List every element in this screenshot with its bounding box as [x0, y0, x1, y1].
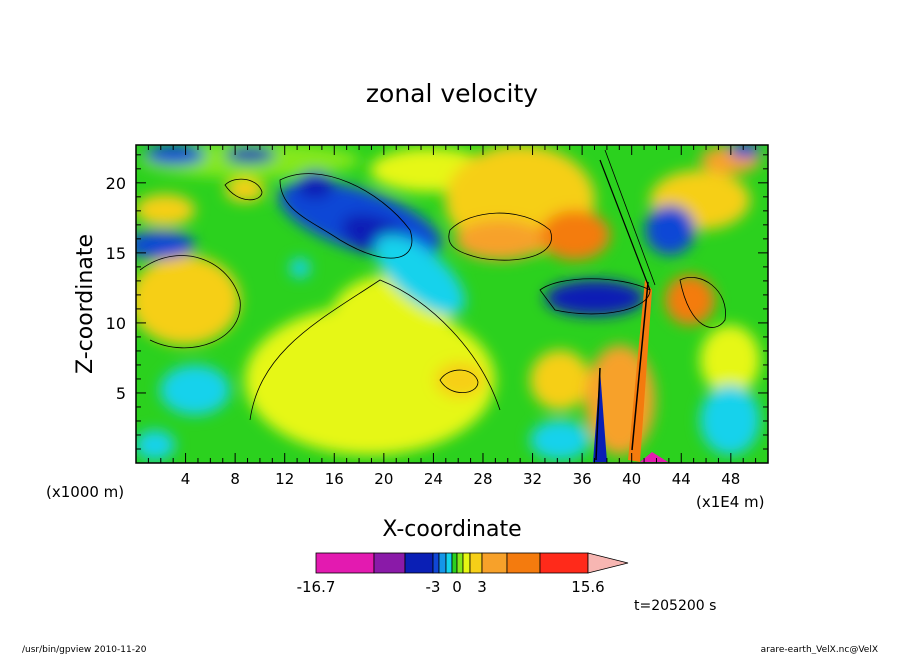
- y-tick-label: 10: [106, 314, 126, 333]
- y-tick-label: 5: [116, 384, 126, 403]
- footer-left: /usr/bin/gpview 2010-11-20: [22, 645, 147, 654]
- field-blob: [136, 430, 175, 460]
- colorbar-segment: [438, 552, 447, 574]
- contour-line: [139, 255, 241, 349]
- field-blob: [730, 145, 760, 158]
- colorbar-tick-label: 3: [477, 578, 487, 596]
- colorbar-segment: [451, 552, 458, 574]
- field-streak: [604, 149, 656, 286]
- x-scale-label-right: (x1E4 m): [696, 493, 765, 511]
- x-tick-label: 20: [374, 470, 393, 488]
- field-blob: [530, 420, 590, 460]
- colorbar-segment: [404, 552, 434, 574]
- field-blob: [545, 280, 645, 316]
- field-blob: [136, 255, 240, 345]
- x-tick-label: 16: [325, 470, 344, 488]
- colorbar-segment: [373, 552, 406, 574]
- x-axis: 4 8 12 16 20 24 28 32 36 40 44 48: [147, 145, 757, 488]
- y-axis: 5 10 15 20: [106, 154, 768, 450]
- field-blob: [136, 194, 195, 226]
- field-streak: [595, 367, 601, 461]
- field-blob: [700, 385, 760, 455]
- contour-line: [439, 369, 479, 394]
- x-tick-label: 28: [473, 470, 492, 488]
- contour-line: [249, 279, 501, 421]
- field-blob: [374, 234, 466, 316]
- plot-frame: [135, 144, 769, 464]
- x-tick-label: 24: [424, 470, 443, 488]
- contour-line: [448, 212, 552, 261]
- contour-line: [224, 178, 263, 201]
- field-streak: [631, 281, 649, 451]
- colorbar-segment: [481, 552, 508, 574]
- colorbar-tick-label: 0: [452, 578, 462, 596]
- x-tick-label: 40: [622, 470, 641, 488]
- time-annotation: t=205200 s: [634, 598, 716, 614]
- contour-line: [279, 173, 413, 259]
- x-tick-label: 36: [573, 470, 592, 488]
- colorbar-segment: [539, 552, 589, 574]
- field-blob: [225, 147, 275, 163]
- colorbar-segment: [456, 552, 464, 574]
- field-streak: [599, 159, 651, 291]
- footer-right: arare-earth_VelX.nc@VelX: [761, 645, 878, 654]
- contour-line: [679, 277, 726, 328]
- colorbar-tick-label: -3: [426, 578, 441, 596]
- x-tick-label: 4: [181, 470, 191, 488]
- field-blob: [645, 205, 695, 255]
- contour-line: [539, 278, 651, 315]
- field-blob: [540, 210, 610, 260]
- y-axis-label: Z-coordinate: [73, 234, 98, 374]
- x-scale-label: (x1000 m): [46, 483, 124, 501]
- x-tick-label: 48: [721, 470, 740, 488]
- field-blob: [225, 178, 265, 202]
- colorbar-arrow: [587, 552, 629, 574]
- colorbar-segment: [445, 552, 453, 574]
- field-blob: [145, 145, 205, 165]
- plot-area: [136, 145, 768, 463]
- x-tick-label: 32: [523, 470, 542, 488]
- colorbar-segment: [462, 552, 471, 574]
- x-tick-label: 12: [275, 470, 294, 488]
- field-blob: [700, 325, 760, 395]
- field-streak: [640, 452, 668, 462]
- y-tick-label: 20: [106, 174, 126, 193]
- field-blob: [455, 220, 545, 260]
- y-tick-label: 15: [106, 244, 126, 263]
- colorbar-segment: [469, 552, 483, 574]
- colorbar: [315, 552, 629, 574]
- colorbar-segment: [315, 552, 375, 574]
- x-axis-label: X-coordinate: [382, 517, 521, 542]
- field-blob: [665, 275, 715, 325]
- field-blob: [160, 365, 230, 415]
- field-blob: [297, 171, 333, 199]
- field-blob: [136, 231, 195, 259]
- field-blob: [530, 350, 590, 410]
- colorbar-tick-label: -16.7: [297, 578, 336, 596]
- colorbar-tick-label: 15.6: [571, 578, 604, 596]
- chart-title: zonal velocity: [366, 79, 538, 108]
- field-blob: [290, 258, 310, 278]
- colorbar-segment: [506, 552, 541, 574]
- colorbar-segment: [432, 552, 440, 574]
- field-blob: [435, 362, 485, 398]
- x-tick-label: 8: [230, 470, 240, 488]
- x-tick-label: 44: [672, 470, 691, 488]
